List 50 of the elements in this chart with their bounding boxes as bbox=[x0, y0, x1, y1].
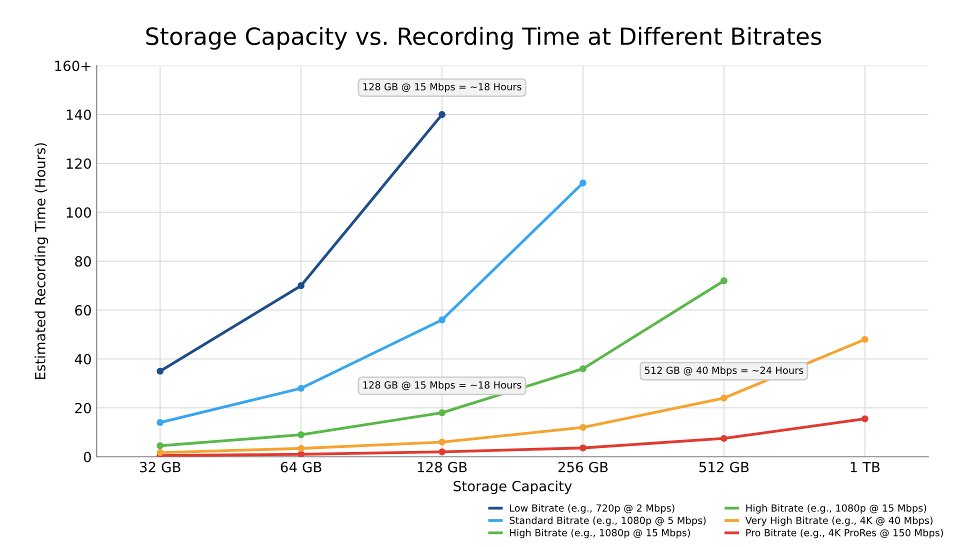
x-tick-label: 64 GB bbox=[280, 462, 322, 472]
point bbox=[580, 444, 586, 452]
point bbox=[580, 424, 586, 431]
annotation: 128 GB @ 15 Mbps = ~18 Hours bbox=[363, 381, 522, 391]
point bbox=[720, 277, 728, 284]
x-tick-label: 256 GB bbox=[558, 462, 608, 472]
annotation: 128 GB @ 15 Mbps = ~18 Hours bbox=[363, 82, 522, 92]
point bbox=[438, 438, 446, 446]
y-tick-label: 160+ bbox=[55, 60, 90, 72]
y-tick-label: 40 bbox=[74, 354, 91, 364]
legend-label: Standard Bitrate (e.g., 1080p @ 5 Mbps) bbox=[510, 516, 706, 526]
annotation: 512 GB @ 40 Mbps = ~24 Hours bbox=[644, 366, 804, 376]
point bbox=[580, 365, 586, 372]
y-tick-label: 20 bbox=[75, 402, 91, 414]
legend-label: Low Bitrate (e.g., 720p @ 2 Mbps) bbox=[510, 504, 674, 514]
point bbox=[720, 434, 728, 442]
y-tick-label: 80 bbox=[75, 256, 91, 267]
point bbox=[298, 450, 305, 457]
point bbox=[156, 419, 164, 426]
x-tick-label: 1 TB bbox=[850, 462, 880, 472]
legend-label: Pro Bitrate (e.g., 4K ProRes @ 150 Mbps) bbox=[746, 528, 943, 538]
chart-title: Storage Capacity vs. Recording Time at Different Bitrates bbox=[146, 26, 822, 50]
point bbox=[861, 415, 868, 422]
x-tick-label: 32 GB bbox=[140, 462, 180, 472]
point bbox=[156, 449, 164, 456]
point bbox=[156, 368, 164, 375]
y-axis-title: Estimated Recording Time (Hours) bbox=[34, 143, 48, 380]
y-tick-label: 140 bbox=[66, 109, 91, 120]
x-axis-title: Storage Capacity bbox=[454, 480, 572, 494]
point bbox=[438, 316, 446, 324]
point bbox=[298, 384, 305, 392]
x-tick-label: 128 GB bbox=[418, 462, 467, 472]
point bbox=[438, 448, 446, 456]
legend-label: Very High Bitrate (e.g., 4K @ 40 Mbps) bbox=[745, 516, 932, 526]
point bbox=[298, 431, 305, 438]
point bbox=[298, 444, 305, 452]
point bbox=[580, 180, 586, 186]
legend-label: High Bitrate (e.g., 1080p @ 15 Mbps) bbox=[510, 528, 690, 538]
y-tick-label: 60 bbox=[75, 305, 91, 316]
point bbox=[861, 336, 868, 343]
point bbox=[720, 394, 728, 402]
y-tick-label: 120 bbox=[66, 158, 91, 169]
point bbox=[156, 442, 164, 450]
legend-label: High Bitrate (e.g., 1080p @ 15 Mbps) bbox=[746, 504, 926, 514]
point bbox=[438, 111, 446, 118]
point bbox=[298, 282, 305, 290]
point bbox=[438, 409, 446, 416]
y-tick-label: 100 bbox=[66, 207, 91, 218]
x-tick-label: 512 GB bbox=[699, 462, 749, 472]
y-tick-label: 0 bbox=[84, 452, 91, 462]
